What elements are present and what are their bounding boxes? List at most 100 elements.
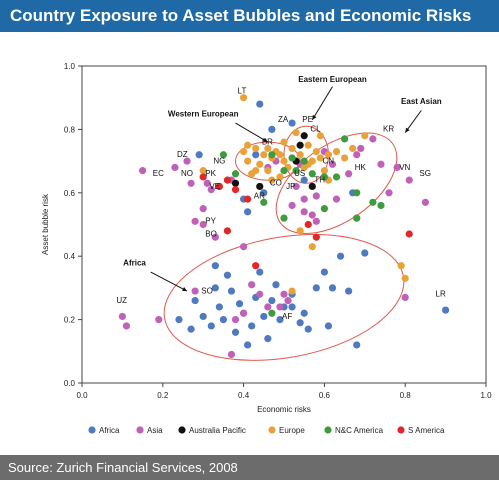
point-asia	[421, 198, 429, 206]
point-asia	[300, 195, 308, 203]
point-asia	[401, 293, 409, 302]
point-europe	[349, 144, 357, 153]
x-tick-label: 1.0	[480, 391, 492, 400]
point-asia	[199, 205, 207, 213]
point-n-c-america	[353, 214, 361, 222]
point-africa	[320, 268, 328, 276]
point-europe	[240, 147, 248, 156]
country-label: VE	[209, 182, 220, 191]
point-asia	[227, 350, 236, 359]
point-n-c-america	[292, 167, 300, 175]
point-europe	[316, 132, 324, 140]
point-europe	[292, 128, 300, 137]
country-label: AR	[254, 191, 265, 200]
point-asia	[300, 208, 308, 216]
point-europe	[288, 144, 296, 153]
point-europe	[316, 154, 324, 162]
point-africa	[256, 100, 264, 108]
point-asia	[264, 303, 272, 311]
point-n-c-america	[268, 151, 276, 159]
country-label: CO	[270, 179, 282, 188]
point-asia	[357, 144, 365, 153]
point-australia-pacific	[256, 182, 264, 191]
point-australia-pacific	[231, 179, 240, 187]
point-asia	[353, 151, 361, 159]
point-africa	[207, 322, 215, 330]
annotation-arrow	[404, 110, 422, 133]
point-africa	[296, 319, 304, 327]
point-asia	[405, 176, 413, 184]
point-asia	[385, 189, 393, 197]
country-label: JP	[286, 182, 295, 191]
point-asia	[280, 290, 288, 298]
country-label: LT	[238, 87, 247, 96]
y-tick-label: 0.4	[64, 252, 76, 261]
data-points	[118, 94, 450, 359]
y-tick-label: 0.6	[64, 189, 76, 198]
point-asia	[207, 186, 215, 194]
point-asia	[248, 281, 256, 289]
point-s-america	[199, 173, 207, 181]
x-axis-label: Economic risks	[257, 405, 311, 414]
point-africa	[300, 309, 308, 317]
point-n-c-america	[280, 214, 288, 222]
y-tick-label: 0.0	[64, 379, 76, 388]
point-africa	[288, 303, 296, 311]
country-label: DZ	[177, 150, 188, 159]
country-label: LR	[436, 290, 446, 299]
country-label: CN	[322, 156, 334, 165]
country-label: ZA	[278, 115, 289, 124]
point-africa	[300, 176, 308, 184]
point-asia	[276, 303, 284, 311]
chart-header: Country Exposure to Asset Bubbles and Ec…	[0, 0, 499, 32]
point-europe	[252, 144, 260, 153]
point-n-c-america	[268, 309, 276, 317]
point-asia	[284, 296, 292, 305]
country-label: NG	[213, 156, 225, 165]
point-europe	[401, 274, 409, 282]
point-europe	[276, 173, 284, 181]
point-s-america	[252, 262, 260, 270]
legend-label: Australia Pacific	[189, 426, 246, 435]
point-asia	[171, 163, 179, 172]
group-annotation: East Asian	[401, 97, 442, 106]
point-africa	[187, 325, 195, 333]
group-annotation: Eastern European	[298, 75, 367, 84]
point-asia	[393, 163, 401, 172]
point-africa	[227, 287, 236, 295]
point-n-c-america	[308, 170, 316, 178]
country-label: US	[294, 169, 305, 178]
point-africa	[256, 268, 264, 276]
point-n-c-america	[320, 205, 328, 213]
country-label: PK	[205, 169, 216, 178]
scatter-chart: 0.00.0 0.2 0.2 0.4 0.4 0.6 0.6 0.8 0.8 1.0 1.0 Econ…	[41, 62, 492, 435]
point-s-america	[223, 227, 232, 235]
point-africa	[211, 284, 219, 292]
legend-label: Africa	[99, 426, 120, 435]
point-africa	[304, 325, 312, 333]
point-europe	[276, 151, 284, 159]
point-europe	[361, 132, 369, 140]
legend: Africa Asia Australia Pacific Europe N&C Ame…	[88, 426, 445, 435]
point-europe	[256, 160, 264, 168]
point-europe	[280, 157, 288, 165]
plot-panel: 0.0 0.0 0.2 0.2 0.4 0.4 0.6 0.6 0.8 0.8 1.0 1.0 Econ…	[0, 32, 499, 455]
source-footer: Source: Zurich Financial Services, 2008	[0, 455, 499, 480]
point-europe	[397, 262, 405, 270]
annotation-arrow	[150, 271, 188, 292]
point-asia	[183, 157, 191, 165]
legend-marker	[268, 426, 276, 434]
point-australia-pacific	[300, 132, 308, 140]
arrow-head	[405, 127, 410, 133]
point-africa	[288, 119, 296, 127]
y-tick-label: 1.0	[64, 62, 76, 71]
point-europe	[252, 167, 260, 175]
point-s-america	[312, 233, 320, 241]
point-europe	[244, 141, 252, 149]
point-asia	[328, 160, 337, 168]
legend-label: N&C America	[335, 426, 384, 435]
x-tick-label: 0.2	[157, 391, 169, 400]
point-africa	[231, 328, 240, 336]
arrow-head	[312, 114, 317, 120]
